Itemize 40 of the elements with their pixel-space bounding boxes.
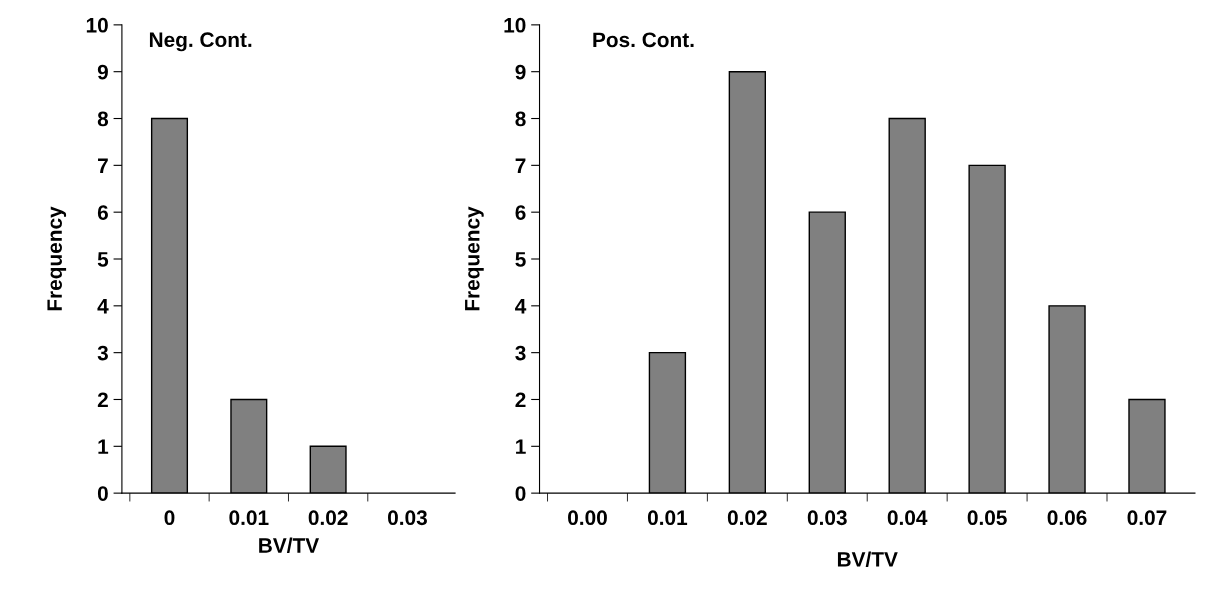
- x-tick-label: 0.02: [727, 510, 767, 526]
- x-axis-title: BV/TV: [259, 537, 320, 554]
- x-tick-label: 0.07: [1127, 510, 1167, 526]
- y-tick-label: 8: [97, 111, 109, 127]
- y-tick-label: 9: [97, 64, 108, 80]
- y-tick-label: 5: [97, 252, 109, 267]
- y-axis-title: Frequency: [47, 206, 67, 311]
- x-tick-label: 0.03: [388, 510, 427, 526]
- y-tick-label: 2: [97, 392, 108, 408]
- y-tick-label: 6: [515, 205, 526, 220]
- y-tick-label: 4: [515, 299, 527, 314]
- y-tick-label: 0: [515, 486, 526, 501]
- y-tick-label: 6: [97, 205, 108, 220]
- y-tick-label: 0: [97, 486, 108, 501]
- y-tick-label: 7: [515, 158, 526, 173]
- x-tick-label: 0.02: [308, 510, 348, 526]
- x-tick-label: 0.01: [647, 510, 688, 526]
- x-tick-label: 0.01: [229, 510, 269, 526]
- y-tick-label: 3: [515, 345, 526, 361]
- x-tick-label: 0.03: [807, 510, 847, 526]
- chart-title: Neg. Cont.: [149, 32, 252, 52]
- x-tick-label: 0: [164, 510, 175, 526]
- y-tick-label: 5: [515, 252, 526, 267]
- x-axis-title: BV/TV: [837, 551, 898, 567]
- y-tick-label: 1: [516, 439, 526, 454]
- y-axis-title: Frequency: [465, 206, 484, 311]
- y-tick-label: 9: [515, 64, 526, 80]
- x-tick-label: 0.06: [1047, 510, 1087, 526]
- y-tick-label: 7: [98, 158, 108, 173]
- x-tick-label: 0.05: [967, 510, 1007, 526]
- y-tick-label: 1: [98, 439, 109, 454]
- y-tick-label: 2: [515, 392, 526, 408]
- x-tick-label: 0.00: [568, 510, 607, 526]
- y-tick-label: 10: [86, 17, 108, 33]
- y-tick-label: 8: [515, 111, 526, 127]
- x-tick-label: 0.04: [887, 510, 928, 526]
- chart-title: Pos. Cont.: [593, 32, 694, 48]
- y-tick-label: 4: [97, 299, 109, 314]
- y-tick-label: 3: [97, 345, 108, 361]
- y-tick-label: 10: [504, 17, 526, 33]
